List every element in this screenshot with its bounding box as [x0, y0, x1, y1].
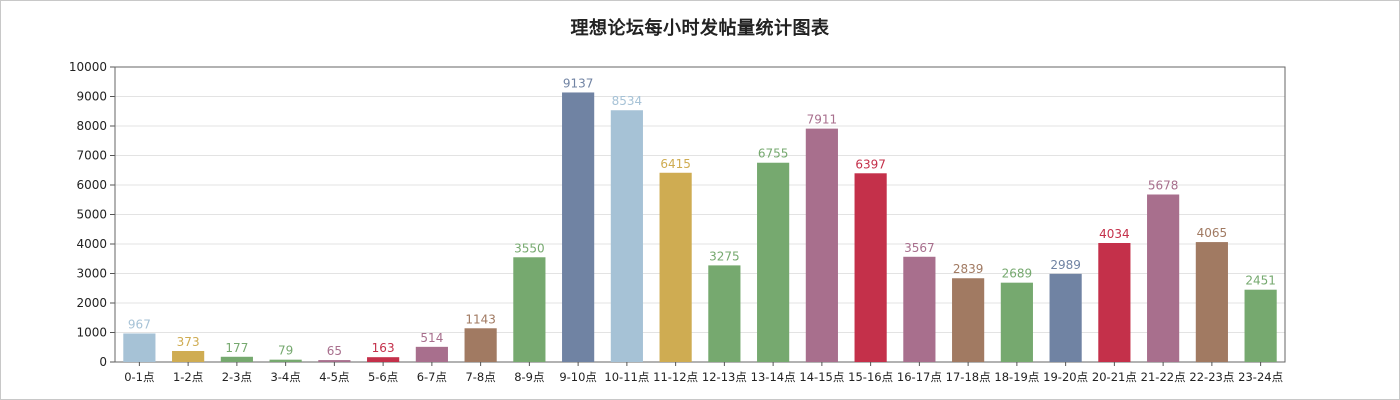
data-label: 967: [128, 317, 151, 331]
x-tick-label: 2-3点: [222, 370, 252, 384]
x-tick-label: 3-4点: [270, 370, 300, 384]
data-label: 6755: [758, 147, 789, 161]
bar: [318, 360, 351, 362]
data-label: 2839: [953, 262, 984, 276]
y-tick-label: 5000: [76, 208, 107, 222]
x-tick-label: 23-24点: [1238, 370, 1283, 384]
bar: [1000, 282, 1033, 362]
data-label: 514: [420, 331, 443, 345]
chart-title: 理想论坛每小时发帖量统计图表: [570, 18, 830, 39]
bar: [1195, 242, 1228, 362]
data-label: 3550: [514, 241, 545, 255]
x-tick-label: 13-14点: [751, 370, 796, 384]
data-label: 5678: [1148, 178, 1179, 192]
data-label: 3275: [709, 249, 740, 263]
x-tick-label: 22-23点: [1189, 370, 1234, 384]
bar: [1098, 242, 1131, 362]
data-label: 1143: [465, 312, 496, 326]
x-tick-label: 4-5点: [319, 370, 349, 384]
x-tick-label: 8-9点: [514, 370, 544, 384]
bar: [123, 333, 156, 362]
y-tick-label: 1000: [76, 326, 107, 340]
bar: [464, 328, 497, 362]
x-tick-label: 19-20点: [1043, 370, 1088, 384]
bar: [708, 265, 741, 362]
x-tick-label: 21-22点: [1141, 370, 1186, 384]
y-tick-label: 4000: [76, 237, 107, 251]
data-label: 79: [278, 344, 293, 358]
bar: [172, 350, 205, 362]
x-tick-label: 18-19点: [994, 370, 1039, 384]
bar: [513, 257, 546, 362]
y-tick-label: 3000: [76, 267, 107, 281]
data-label: 3567: [904, 241, 935, 255]
data-label: 2689: [1002, 267, 1033, 281]
bar: [659, 172, 692, 362]
x-tick-label: 1-2点: [173, 370, 203, 384]
x-tick-label: 12-13点: [702, 370, 747, 384]
data-label: 2451: [1245, 274, 1276, 288]
data-label: 373: [177, 335, 200, 349]
data-label: 6415: [660, 157, 691, 171]
bar: [805, 128, 838, 362]
data-label: 177: [225, 341, 248, 355]
bar: [269, 359, 302, 362]
data-label: 163: [372, 341, 395, 355]
y-tick-label: 0: [99, 355, 107, 369]
x-tick-label: 20-21点: [1092, 370, 1137, 384]
bar: [1244, 289, 1277, 362]
data-label: 8534: [612, 94, 643, 108]
data-label: 9137: [563, 76, 594, 90]
y-tick-label: 9000: [76, 90, 107, 104]
data-label: 2989: [1050, 258, 1081, 272]
x-tick-label: 11-12点: [653, 370, 698, 384]
x-tick-label: 7-8点: [465, 370, 495, 384]
bar: [854, 173, 887, 362]
data-label: 65: [327, 344, 342, 358]
bar: [562, 92, 595, 363]
data-label: 7911: [807, 113, 838, 127]
bar: [1147, 194, 1180, 362]
x-tick-label: 9-10点: [559, 370, 597, 384]
bar: [903, 256, 936, 362]
x-tick-label: 0-1点: [124, 370, 154, 384]
x-tick-label: 14-15点: [799, 370, 844, 384]
bar: [220, 356, 253, 362]
y-tick-label: 10000: [69, 60, 107, 74]
bar: [952, 278, 985, 362]
x-tick-label: 10-11点: [604, 370, 649, 384]
bar: [610, 110, 643, 362]
x-tick-label: 15-16点: [848, 370, 893, 384]
x-tick-label: 17-18点: [946, 370, 991, 384]
data-label: 6397: [855, 157, 886, 171]
y-tick-label: 8000: [76, 119, 107, 133]
bar: [1049, 273, 1082, 362]
bar: [415, 346, 448, 362]
plot-border: [114, 66, 1286, 363]
x-tick-label: 6-7点: [417, 370, 447, 384]
x-tick-label: 5-6点: [368, 370, 398, 384]
bar: [757, 162, 790, 362]
bar: [367, 357, 400, 362]
x-tick-label: 16-17点: [897, 370, 942, 384]
data-label: 4065: [1197, 226, 1228, 240]
y-tick-label: 7000: [76, 149, 107, 163]
data-label: 4034: [1099, 227, 1130, 241]
y-tick-label: 2000: [76, 296, 107, 310]
y-tick-label: 6000: [76, 178, 107, 192]
